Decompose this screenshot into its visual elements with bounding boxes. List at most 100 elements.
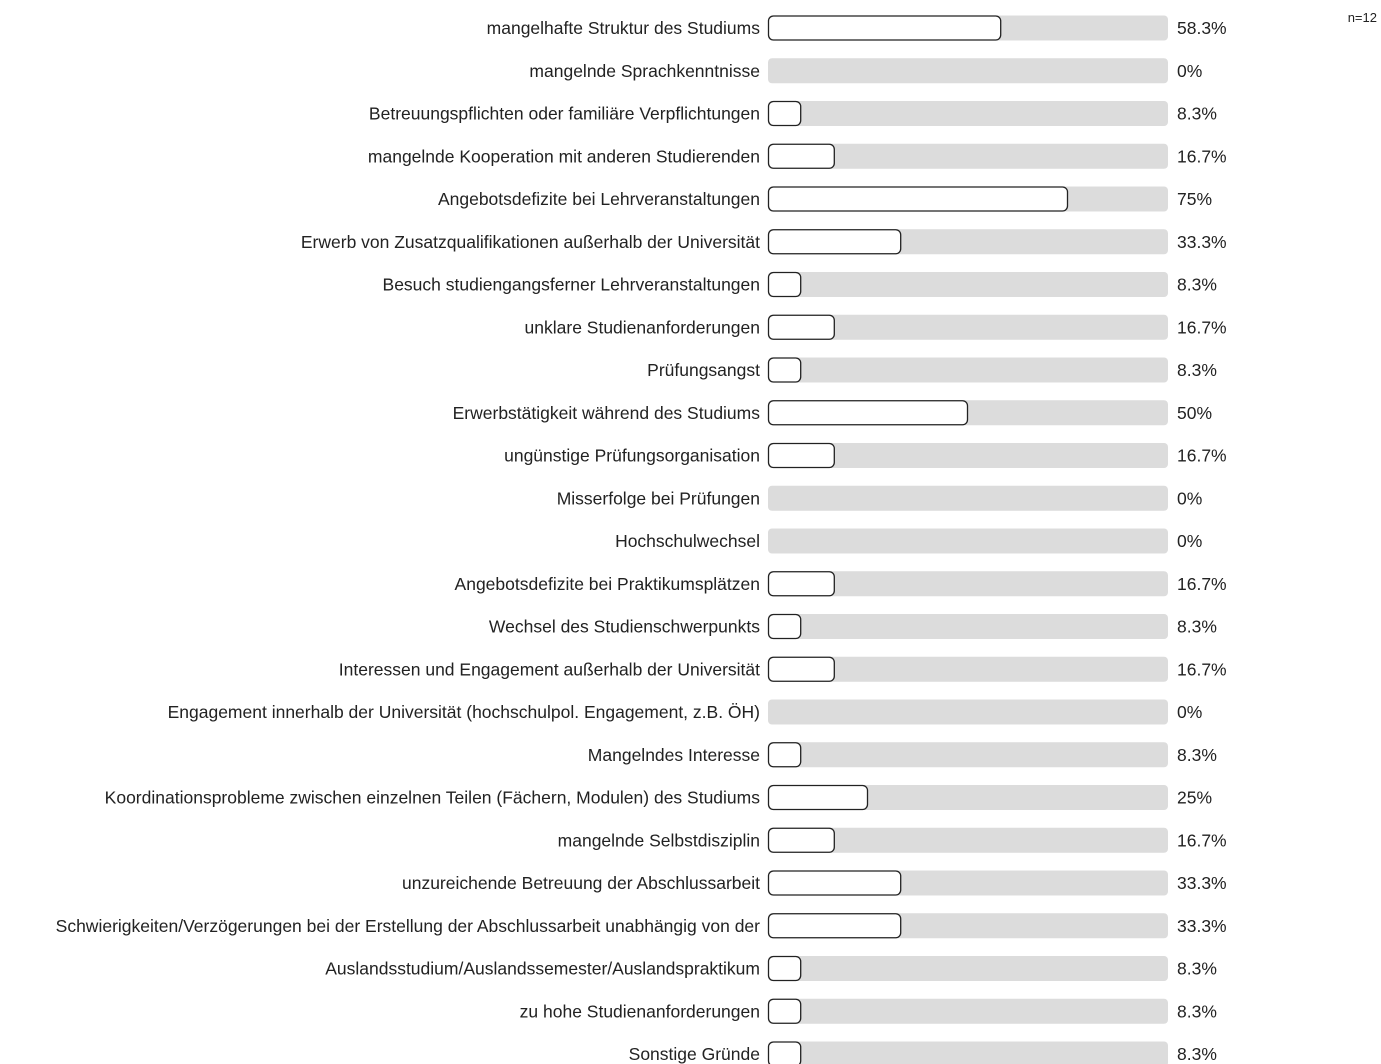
value-label: 8.3%	[1177, 1001, 1217, 1021]
bar-row: Misserfolge bei Prüfungen 0%	[557, 485, 1202, 511]
category-label: Betreuungspflichten oder familiäre Verpf…	[369, 104, 760, 124]
value-label: 8.3%	[1177, 360, 1217, 380]
category-label: Mangelndes Interesse	[588, 745, 760, 765]
bar-track	[768, 443, 1168, 468]
value-label: 8.3%	[1177, 959, 1217, 979]
bar	[767, 15, 1002, 41]
bar	[767, 400, 969, 426]
bar-track	[768, 101, 1168, 126]
value-label: 16.7%	[1177, 146, 1227, 166]
bar	[767, 186, 1069, 212]
bar	[767, 870, 902, 896]
bar-row: Angebotsdefizite bei Lehrveranstaltungen…	[438, 186, 1212, 212]
bar	[767, 998, 802, 1024]
bar	[767, 955, 802, 982]
bar	[767, 656, 835, 682]
bar-track	[768, 1041, 1168, 1064]
category-label: Sonstige Gründe	[629, 1044, 760, 1064]
bar-row: Prüfungsangst 8.3%	[647, 357, 1217, 383]
bar	[767, 271, 802, 298]
bar-track	[768, 357, 1168, 383]
bar-row: unklare Studienanforderungen 16.7%	[525, 314, 1227, 340]
bar-track	[768, 956, 1168, 981]
bar-row: unzureichende Betreuung der Abschlussarb…	[402, 870, 1227, 896]
bar-track	[768, 485, 1168, 511]
value-label: 16.7%	[1177, 574, 1227, 594]
value-label: 0%	[1177, 488, 1202, 508]
bar	[767, 913, 902, 939]
category-label: Schwierigkeiten/Verzögerungen bei der Er…	[56, 916, 761, 936]
bar-row: Schwierigkeiten/Verzögerungen bei der Er…	[56, 913, 1227, 939]
category-label: mangelhafte Struktur des Studiums	[487, 18, 761, 38]
category-label: Prüfungsangst	[647, 360, 760, 380]
bar-row: Koordinationsprobleme zwischen einzelnen…	[105, 784, 1212, 811]
value-label: 16.7%	[1177, 446, 1227, 466]
bar-track	[768, 272, 1168, 297]
bar	[767, 1041, 802, 1064]
category-label: mangelnde Kooperation mit anderen Studie…	[368, 146, 760, 166]
category-label: Misserfolge bei Prüfungen	[557, 488, 760, 508]
category-label: mangelnde Selbstdisziplin	[558, 830, 760, 850]
value-label: 8.3%	[1177, 745, 1217, 765]
category-label: ungünstige Prüfungsorganisation	[504, 446, 760, 466]
bar-row: Betreuungspflichten oder familiäre Verpf…	[369, 100, 1217, 127]
category-label: Erwerbstätigkeit während des Studiums	[453, 403, 761, 423]
bar	[767, 571, 835, 597]
value-label: 0%	[1177, 61, 1202, 81]
category-label: zu hohe Studienanforderungen	[520, 1001, 760, 1021]
category-label: Angebotsdefizite bei Praktikumsplätzen	[455, 574, 760, 594]
bar-row: Sonstige Gründe 8.3%	[629, 1041, 1217, 1064]
bar	[767, 827, 835, 853]
bar-row: Angebotsdefizite bei Praktikumsplätzen 16…	[455, 571, 1227, 597]
bar-track	[768, 528, 1168, 554]
bar-row: Hochschulwechsel 0%	[615, 528, 1202, 554]
value-label: 0%	[1177, 531, 1202, 551]
category-label: Koordinationsprobleme zwischen einzelnen…	[105, 788, 761, 808]
bar-row: mangelnde Kooperation mit anderen Studie…	[368, 143, 1227, 169]
bar-track	[768, 58, 1168, 84]
value-label: 75%	[1177, 189, 1212, 209]
category-label: Erwerb von Zusatzqualifikationen außerha…	[301, 232, 760, 252]
value-label: 16.7%	[1177, 830, 1227, 850]
bar	[767, 229, 902, 255]
value-label: 58.3%	[1177, 18, 1227, 38]
bar-row: mangelnde Sprachkenntnisse 0%	[529, 58, 1202, 84]
category-label: unklare Studienanforderungen	[525, 317, 760, 337]
bar-track	[768, 827, 1168, 853]
bar-track	[768, 614, 1168, 639]
bar-row: mangelnde Selbstdisziplin 16.7%	[558, 827, 1227, 853]
bar-track	[768, 571, 1168, 597]
bar-row: zu hohe Studienanforderungen 8.3%	[520, 998, 1217, 1024]
bar-row: Erwerbstätigkeit während des Studiums 50%	[453, 400, 1212, 426]
bar-row: mangelhafte Struktur des Studiums 58.3%	[487, 15, 1227, 41]
category-label: unzureichende Betreuung der Abschlussarb…	[402, 873, 760, 893]
bar	[767, 100, 802, 127]
bar-track	[768, 656, 1168, 682]
bar-track	[768, 143, 1168, 169]
bar-row: Auslandsstudium/Auslandssemester/Ausland…	[325, 955, 1217, 982]
value-label: 33.3%	[1177, 873, 1227, 893]
bar	[767, 784, 869, 811]
bar-row: Engagement innerhalb der Universität (ho…	[168, 699, 1202, 725]
bar-track	[768, 998, 1168, 1024]
bar	[767, 357, 802, 383]
category-label: Hochschulwechsel	[615, 531, 760, 551]
value-label: 16.7%	[1177, 317, 1227, 337]
value-label: 8.3%	[1177, 1044, 1217, 1064]
bar-track	[768, 699, 1168, 725]
value-label: 33.3%	[1177, 916, 1227, 936]
value-label: 0%	[1177, 702, 1202, 722]
bar	[767, 442, 835, 469]
value-label: 16.7%	[1177, 659, 1227, 679]
bar-row: ungünstige Prüfungsorganisation 16.7%	[504, 442, 1227, 469]
value-label: 33.3%	[1177, 232, 1227, 252]
value-label: 8.3%	[1177, 617, 1217, 637]
bar-row: Erwerb von Zusatzqualifikationen außerha…	[301, 229, 1227, 255]
bar-row: Wechsel des Studienschwerpunkts 8.3%	[489, 613, 1217, 640]
value-label: 8.3%	[1177, 104, 1217, 124]
sample-size-label: n=12	[1347, 10, 1377, 25]
bar	[767, 613, 802, 640]
bar	[767, 143, 835, 169]
category-label: Besuch studiengangsferner Lehrveranstalt…	[383, 275, 760, 295]
